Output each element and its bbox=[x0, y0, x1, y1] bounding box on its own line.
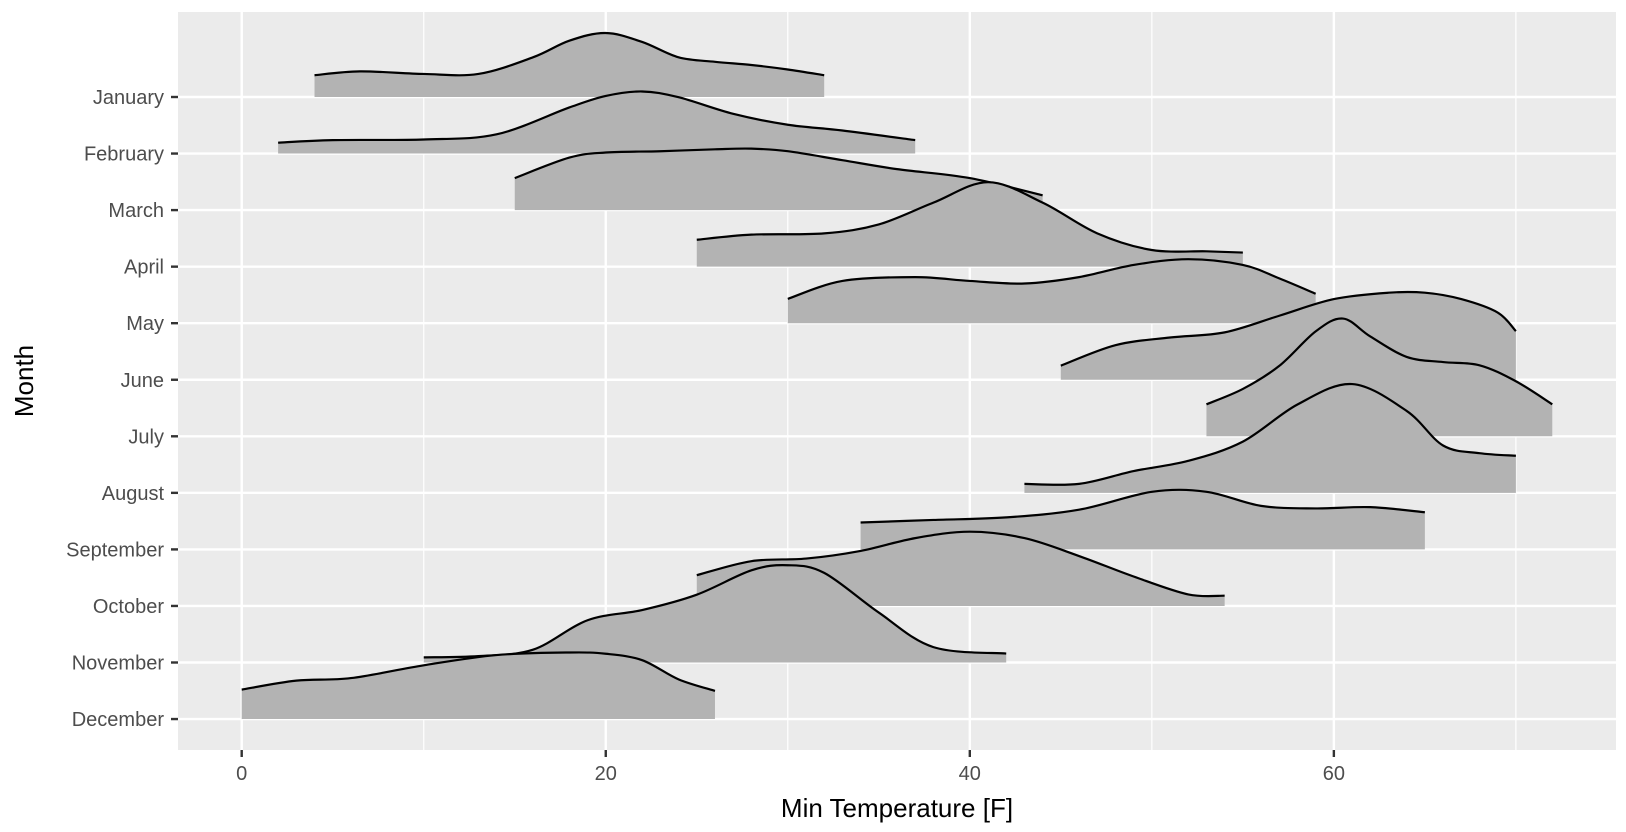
ridge-fill-november bbox=[423, 565, 1007, 663]
ridge-line-august bbox=[1024, 382, 1516, 486]
y-tick-label-january: January bbox=[93, 87, 164, 109]
ridge-line-november bbox=[423, 564, 1007, 659]
ridge-line-may bbox=[787, 258, 1317, 300]
ridge-fill-april bbox=[696, 182, 1243, 267]
ridge-line-february bbox=[278, 90, 916, 144]
y-tick-label-april: April bbox=[124, 257, 164, 279]
x-axis-title: Min Temperature [F] bbox=[781, 793, 1013, 823]
ridge-line-june bbox=[1060, 290, 1517, 367]
ridge-fill-january bbox=[314, 32, 825, 98]
ridge-line-december bbox=[241, 651, 716, 692]
ridges bbox=[241, 31, 1553, 720]
y-axis-title: Month bbox=[9, 345, 39, 417]
ridge-line-july bbox=[1206, 317, 1553, 406]
y-tick-label-november: November bbox=[72, 653, 165, 675]
ridge-fill-february bbox=[278, 91, 916, 154]
y-tick-label-september: September bbox=[66, 539, 164, 561]
ridge-fill-may bbox=[787, 259, 1316, 324]
y-tick-label-may: May bbox=[126, 313, 164, 335]
ridge-line-january bbox=[314, 31, 825, 77]
y-axis: January February March April May June July Augu… bbox=[66, 87, 178, 731]
y-tick-label-february: February bbox=[84, 144, 164, 166]
ridge-line-march bbox=[514, 147, 1043, 197]
x-axis: 0 20 40 60 bbox=[236, 750, 1345, 785]
x-tick-label: 40 bbox=[959, 763, 981, 785]
x-tick-label: 20 bbox=[595, 763, 617, 785]
y-tick-label-october: October bbox=[93, 596, 164, 618]
ridge-line-september bbox=[860, 488, 1425, 524]
ridge-line-october bbox=[696, 530, 1225, 598]
ridge-line-april bbox=[696, 181, 1243, 254]
ridge-fill-march bbox=[514, 148, 1043, 211]
x-tick-label: 60 bbox=[1323, 763, 1345, 785]
ridge-fill-august bbox=[1024, 383, 1516, 493]
y-tick-label-june: June bbox=[121, 370, 164, 392]
ridge-fill-december bbox=[241, 652, 715, 720]
x-tick-label: 0 bbox=[236, 763, 247, 785]
y-tick-label-march: March bbox=[108, 200, 164, 222]
y-tick-label-august: August bbox=[102, 483, 165, 505]
y-tick-label-july: July bbox=[128, 426, 164, 448]
y-tick-label-december: December bbox=[72, 709, 165, 731]
